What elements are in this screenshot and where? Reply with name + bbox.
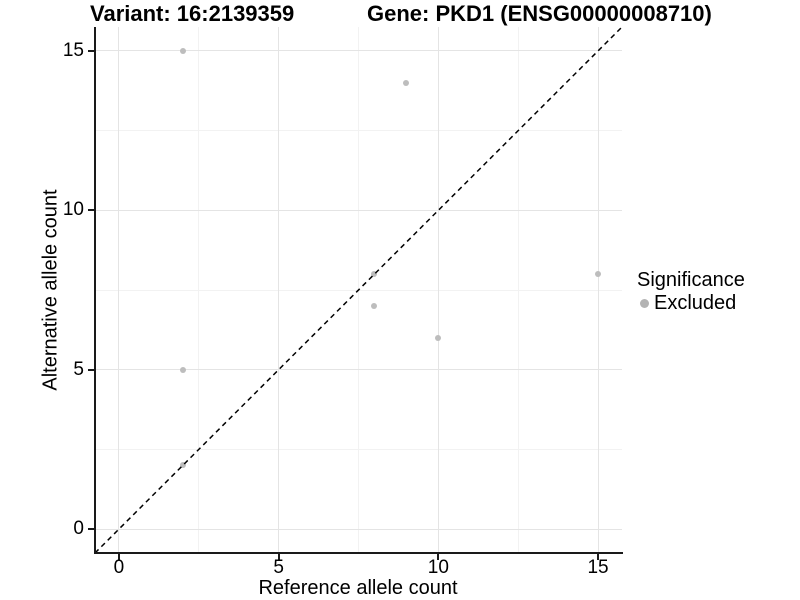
x-tick-label: 5 [273, 557, 284, 578]
minor-gridline-y [95, 130, 622, 132]
y-tick-mark [88, 368, 94, 371]
variant-title: Variant: 16:2139359 [90, 1, 295, 26]
y-tick-mark [88, 209, 94, 212]
minor-gridline-y [95, 448, 622, 450]
data-point [371, 271, 378, 278]
x-axis-line [93, 552, 623, 554]
data-point [179, 366, 186, 373]
legend: Significance Excluded [637, 269, 745, 314]
y-tick-label: 5 [73, 358, 84, 380]
y-tick-mark [88, 49, 94, 52]
data-point [179, 462, 186, 469]
data-point [595, 271, 602, 278]
legend-item-label: Excluded [654, 292, 737, 314]
y-tick-mark [88, 528, 94, 531]
major-gridline-y [95, 209, 622, 211]
major-gridline-x [118, 27, 120, 553]
x-axis-title: Reference allele count [258, 577, 458, 599]
major-gridline-x [437, 27, 439, 553]
legend-item-excluded: Excluded [637, 292, 745, 314]
data-point [371, 302, 378, 309]
data-point [435, 334, 442, 341]
minor-gridline-y [95, 289, 622, 291]
x-tick-mark [277, 554, 280, 560]
major-gridline-y [95, 50, 622, 52]
major-gridline-x [597, 27, 599, 553]
x-tick-label: 0 [113, 557, 125, 578]
data-point [403, 79, 410, 86]
plot-panel [94, 26, 623, 554]
x-tick-label: 10 [427, 557, 449, 578]
y-tick-label: 10 [62, 199, 84, 221]
x-tick-mark [597, 554, 600, 560]
major-gridline-y [95, 369, 622, 371]
major-gridline-x [278, 27, 280, 553]
y-tick-label: 0 [73, 518, 84, 540]
y-axis-line [93, 27, 96, 554]
legend-point-icon [640, 298, 649, 308]
x-tick-mark [117, 554, 120, 560]
y-tick-label: 15 [62, 39, 84, 61]
major-gridline-y [95, 528, 622, 530]
x-tick-label: 15 [587, 557, 609, 578]
legend-title: Significance [637, 269, 745, 291]
x-tick-mark [437, 554, 440, 560]
y-axis-title: Alternative allele count [39, 189, 62, 391]
data-point [179, 47, 186, 54]
gene-title: Gene: PKD1 (ENSG00000008710) [367, 1, 712, 26]
